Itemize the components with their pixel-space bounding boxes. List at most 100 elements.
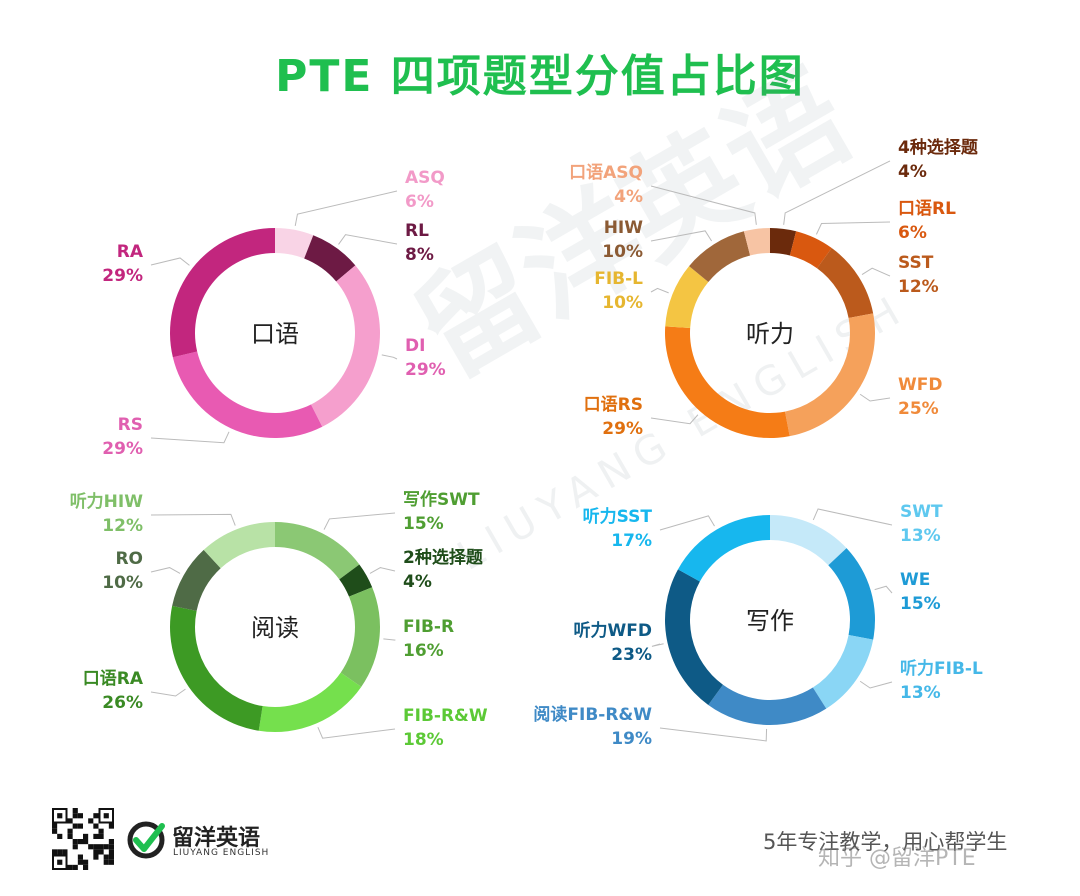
donut-slice <box>817 248 874 319</box>
donut-slice <box>770 228 797 256</box>
slice-label: 听力HIW <box>70 491 144 512</box>
leader-line <box>874 585 893 594</box>
slice-percent: 29% <box>102 439 143 459</box>
donut-chart-4: SWT 13% WE 15% 听力FIB-L 13% 阅读FIB-R&W 19% 听力WFD 23… <box>533 502 983 749</box>
leader-line <box>317 727 396 739</box>
slice-percent: 10% <box>602 293 643 313</box>
slice-percent: 12% <box>898 277 939 297</box>
slice-percent: 19% <box>611 729 652 749</box>
donut-center-title: 阅读 <box>251 614 299 642</box>
brand-logo-icon <box>127 821 165 859</box>
charts-canvas: ASQ 6% RL 8% DI 29% RS 29% RA 29% 口语 4种选择题 4% 口语RL 6% S… <box>70 137 983 750</box>
slice-label: 听力SST <box>583 506 653 527</box>
slice-percent: 4% <box>614 187 643 207</box>
slice-label: WFD <box>898 375 942 395</box>
brand-subtitle: LIUYANG ENGLISH <box>173 848 270 858</box>
donut-slice <box>689 231 751 283</box>
donut-slice <box>665 569 723 705</box>
slice-label: 口语ASQ <box>569 163 643 183</box>
slice-label: FIB-R&W <box>403 706 488 726</box>
leader-line <box>812 508 893 526</box>
leader-line <box>651 643 664 647</box>
slice-label: 阅读FIB-R&W <box>533 704 652 725</box>
slice-percent: 26% <box>102 693 143 713</box>
leader-line <box>150 688 186 697</box>
slice-label: SWT <box>900 502 943 522</box>
donut-chart-2: 4种选择题 4% 口语RL 6% SST 12% WFD 25% 口语RS 29% FIB-L 10%… <box>569 137 979 439</box>
donut-center-title: 听力 <box>746 320 794 348</box>
leader-line <box>815 221 891 235</box>
slice-percent: 17% <box>611 531 652 551</box>
slice-label: 口语RS <box>584 395 643 415</box>
slice-percent: 15% <box>403 514 444 534</box>
qr-code-icon <box>52 808 114 870</box>
leader-line <box>861 267 891 277</box>
leader-line <box>150 513 236 526</box>
donut-slice <box>677 515 770 582</box>
slice-percent: 4% <box>898 162 927 182</box>
leader-line <box>323 512 396 530</box>
leader-line <box>783 160 891 225</box>
donut-chart-1: ASQ 6% RL 8% DI 29% RS 29% RA 29% 口语 <box>102 168 445 459</box>
leader-line <box>338 234 398 245</box>
slice-label: WE <box>900 570 930 590</box>
slice-label: 口语RA <box>83 669 144 689</box>
leader-line <box>650 287 669 294</box>
slice-label: HIW <box>604 218 644 238</box>
slice-percent: 15% <box>900 594 941 614</box>
slice-percent: 18% <box>403 730 444 750</box>
donut-slice <box>784 313 875 437</box>
credit-watermark: 知乎 @留洋PTE <box>818 846 976 871</box>
leader-line <box>381 354 398 360</box>
slice-percent: 23% <box>611 645 652 665</box>
leader-line <box>294 190 398 226</box>
page-title: PTE 四项题型分值占比图 <box>275 51 805 102</box>
donut-slice <box>258 672 362 732</box>
slice-label: 听力FIB-L <box>900 658 983 679</box>
leader-line <box>859 680 893 689</box>
slogan: 5年专注教学，用心帮学生 <box>763 830 1008 854</box>
slice-percent: 10% <box>102 573 143 593</box>
slice-percent: 16% <box>403 641 444 661</box>
leader-line <box>650 230 713 242</box>
donut-slice <box>169 605 263 731</box>
slice-label: DI <box>405 336 425 356</box>
leader-line <box>859 393 891 402</box>
leader-line <box>650 414 699 425</box>
donut-slice <box>310 265 380 427</box>
donut-slice <box>812 634 874 709</box>
slice-percent: 25% <box>898 399 939 419</box>
slice-percent: 13% <box>900 683 941 703</box>
donut-chart-3: 写作SWT 15% 2种选择题 4% FIB-R 16% FIB-R&W 18% 口语RA 26%… <box>70 489 488 750</box>
slice-percent: 6% <box>898 223 927 243</box>
slice-percent: 4% <box>403 572 432 592</box>
slice-label: RS <box>118 415 143 435</box>
slice-percent: 8% <box>405 245 434 265</box>
leader-line <box>150 431 230 444</box>
slice-label: 口语RL <box>898 199 956 219</box>
slice-label: ASQ <box>405 168 445 188</box>
slice-percent: 29% <box>602 419 643 439</box>
leader-line <box>150 257 190 266</box>
slice-percent: 29% <box>405 360 446 380</box>
slice-label: 写作SWT <box>403 489 480 510</box>
slice-label: RO <box>115 549 143 569</box>
slice-percent: 13% <box>900 526 941 546</box>
slice-percent: 29% <box>102 266 143 286</box>
leader-line <box>650 185 757 225</box>
slice-label: SST <box>898 253 934 273</box>
donut-slice <box>275 228 314 259</box>
donut-slice <box>172 351 323 438</box>
donut-slice <box>665 266 709 328</box>
donut-slice <box>203 522 275 569</box>
leader-line <box>659 515 715 531</box>
slice-label: 4种选择题 <box>898 137 979 158</box>
leader-line <box>369 567 396 574</box>
donut-slice <box>770 515 847 566</box>
slice-label: RL <box>405 221 429 241</box>
donut-slice <box>275 522 360 580</box>
donut-slice <box>172 549 221 611</box>
slice-label: FIB-R <box>403 617 454 637</box>
donut-slice <box>789 231 832 269</box>
donut-slice <box>339 564 373 597</box>
